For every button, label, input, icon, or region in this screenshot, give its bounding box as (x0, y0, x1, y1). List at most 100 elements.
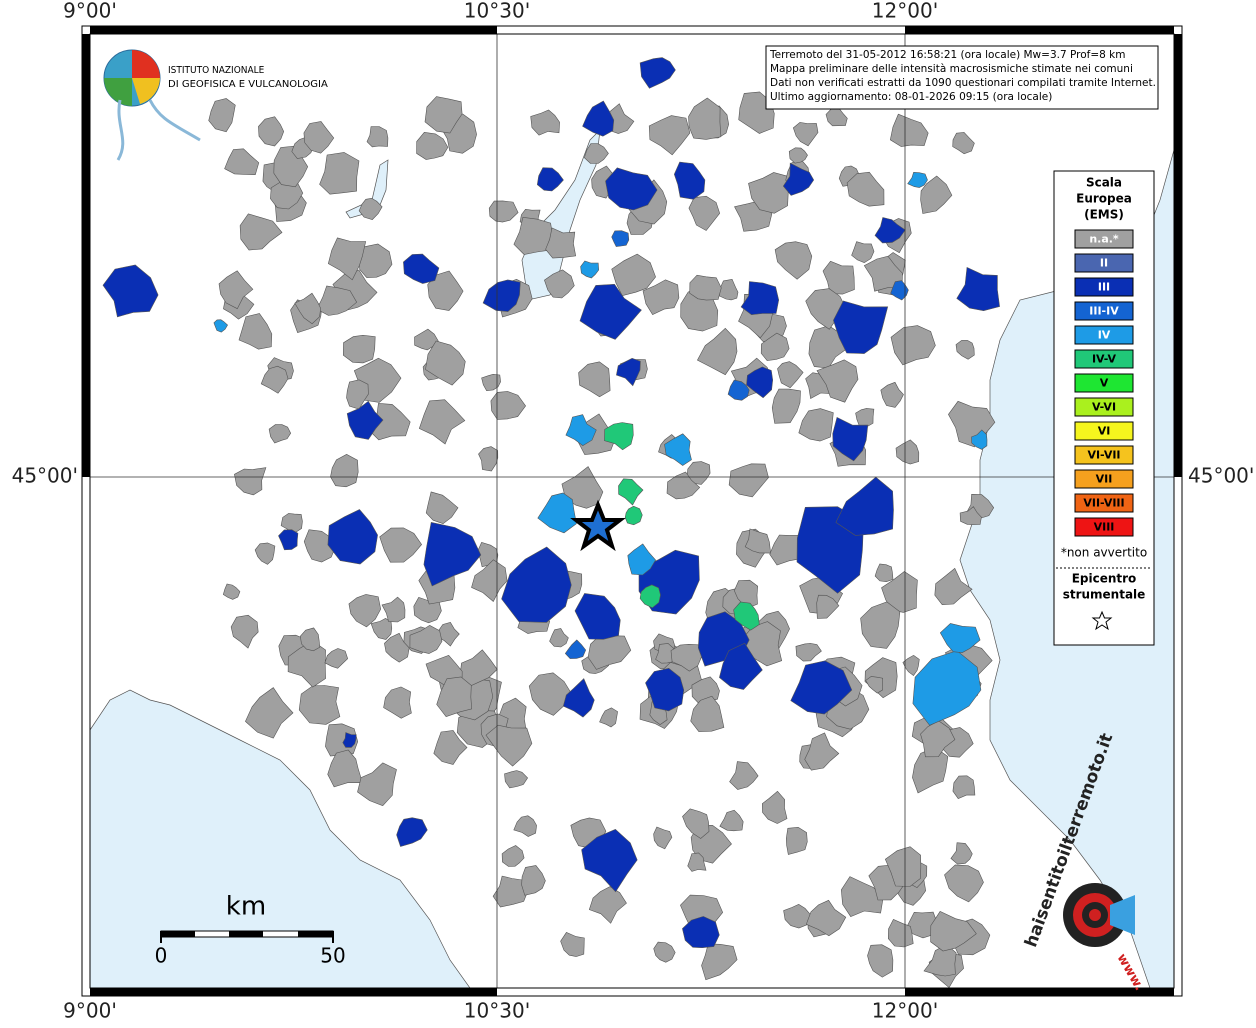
municipality (696, 327, 738, 376)
legend-title: Europea (1076, 192, 1132, 206)
municipality (298, 685, 341, 725)
municipality (425, 491, 459, 525)
municipality (874, 217, 906, 244)
municipality (578, 361, 611, 398)
municipality (346, 400, 384, 440)
municipality (840, 876, 884, 917)
municipality (358, 197, 383, 220)
municipality (930, 911, 977, 952)
legend-swatch (1074, 229, 1134, 249)
municipality (895, 439, 920, 465)
legend-label: V-VI (1092, 401, 1116, 414)
municipality (254, 542, 276, 565)
info-box (765, 45, 1159, 110)
municipality (728, 463, 769, 498)
municipality (865, 676, 884, 694)
municipality (565, 414, 597, 446)
municipality (804, 732, 840, 771)
lon-label: 9°00' (63, 0, 117, 23)
municipality (833, 300, 889, 354)
legend-swatch (1074, 445, 1134, 465)
municipality (481, 373, 501, 392)
municipality (851, 241, 875, 264)
municipality (478, 446, 499, 472)
municipality (366, 126, 389, 148)
municipality (835, 476, 894, 536)
legend-swatch (1074, 421, 1134, 441)
municipality (624, 505, 643, 526)
municipality (605, 167, 658, 211)
municipality (798, 408, 834, 442)
logo-text: ISTITUTO NAZIONALE (168, 65, 265, 76)
municipality (379, 527, 422, 563)
municipality (653, 941, 676, 963)
municipality (222, 583, 241, 600)
municipality (719, 809, 744, 832)
municipality (769, 534, 806, 566)
municipality (482, 279, 521, 312)
municipality (433, 730, 468, 765)
municipality (409, 624, 443, 654)
legend-label: VI (1098, 425, 1111, 438)
municipality (582, 100, 615, 137)
municipality (414, 328, 439, 351)
municipality (327, 509, 378, 565)
municipality (580, 260, 600, 279)
municipality (530, 109, 560, 136)
municipality (673, 161, 706, 200)
ingv-logo: ISTITUTO NAZIONALE DI GEOFISICA E VULCAN… (103, 49, 328, 161)
info-line: Dati non verificati estratti da 1090 que… (770, 77, 1156, 89)
municipality (423, 522, 482, 587)
lon-label: 12°00' (872, 0, 938, 23)
municipality (545, 227, 577, 259)
municipality (774, 241, 813, 280)
municipality (501, 546, 572, 623)
legend-label: VII (1096, 473, 1113, 486)
municipality (208, 98, 236, 133)
info-line: Mappa preliminare delle intensità macros… (770, 63, 1133, 75)
municipality (884, 846, 922, 887)
legend-swatch (1074, 397, 1134, 417)
municipality (224, 148, 260, 176)
municipality (890, 280, 909, 301)
municipality (782, 162, 815, 196)
municipality (771, 388, 801, 424)
municipality (303, 121, 335, 154)
municipality (874, 563, 894, 583)
municipality (666, 471, 701, 500)
legend-epicenter: Epicentro (1072, 572, 1137, 586)
municipality (278, 529, 299, 551)
municipality (579, 283, 642, 340)
legend-swatch (1074, 373, 1134, 393)
municipality (564, 639, 587, 659)
lon-label: 10°30' (464, 999, 530, 1023)
info-text: Terremoto del 31-05-2012 16:58:21 (ora l… (769, 49, 1156, 103)
municipality (342, 732, 357, 748)
municipality (604, 422, 634, 451)
municipality (939, 623, 981, 654)
info-line: Terremoto del 31-05-2012 16:58:21 (ora l… (769, 49, 1125, 61)
municipality (740, 281, 780, 316)
municipality (327, 749, 363, 788)
lon-label: 12°00' (872, 999, 938, 1023)
municipality (805, 899, 847, 937)
municipality (971, 429, 988, 450)
municipality (562, 678, 595, 718)
municipality (294, 292, 322, 325)
legend-label: V (1100, 377, 1109, 390)
municipality (611, 230, 630, 247)
municipality (889, 113, 929, 147)
municipality (357, 762, 397, 807)
municipality (689, 274, 722, 301)
municipality (627, 543, 656, 576)
municipality (690, 695, 725, 732)
municipality (513, 216, 554, 255)
map-frame (81, 25, 1183, 997)
municipality (616, 357, 641, 387)
municipality (956, 266, 1000, 312)
municipality (761, 790, 788, 824)
municipality (760, 332, 790, 361)
municipality (795, 643, 822, 662)
municipality (733, 601, 760, 631)
municipality (816, 359, 859, 403)
